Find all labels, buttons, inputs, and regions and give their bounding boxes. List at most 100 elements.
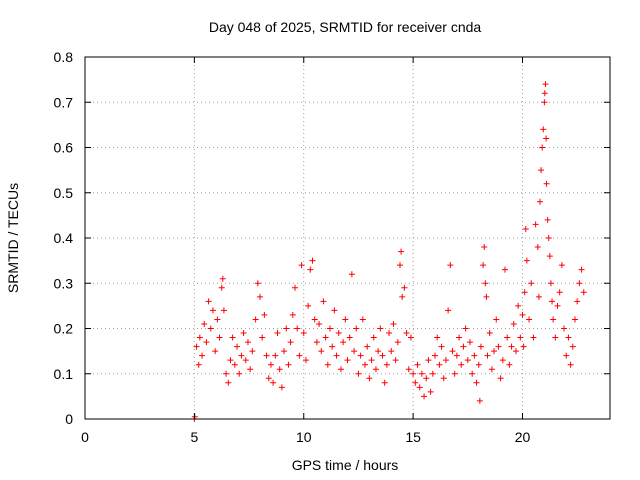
x-tick-label: 5	[190, 429, 198, 445]
data-point	[491, 348, 498, 355]
data-point	[558, 262, 565, 269]
data-point	[544, 216, 551, 223]
x-tick-label: 20	[515, 429, 531, 445]
data-point	[399, 293, 406, 300]
data-point	[207, 325, 214, 332]
data-point	[434, 334, 441, 341]
data-point	[364, 343, 371, 350]
y-tick-label: 0.3	[54, 275, 74, 291]
data-points	[191, 81, 587, 422]
data-point	[302, 357, 309, 364]
data-point	[493, 316, 500, 323]
data-point	[460, 343, 467, 350]
data-point	[569, 343, 576, 350]
data-point	[388, 348, 395, 355]
data-point	[195, 361, 202, 368]
data-point	[203, 339, 210, 346]
data-point	[281, 348, 288, 355]
data-point	[421, 393, 428, 400]
data-point	[537, 198, 543, 205]
data-point	[254, 280, 261, 287]
y-tick-label: 0.1	[54, 366, 74, 382]
data-point	[294, 325, 301, 332]
data-point	[504, 334, 511, 341]
x-tick-label: 10	[296, 429, 312, 445]
data-point	[390, 320, 397, 327]
data-point	[247, 366, 254, 373]
data-point	[223, 370, 230, 377]
data-point	[375, 348, 382, 355]
data-point	[484, 352, 491, 359]
data-point	[205, 298, 212, 305]
y-tick-labels: 0 0.1 0.2 0.3 0.4 0.5 0.6 0.7 0.8	[54, 49, 74, 427]
data-point	[542, 81, 549, 88]
data-point	[240, 330, 247, 337]
data-point	[416, 384, 423, 391]
data-point	[366, 375, 373, 382]
data-point	[530, 334, 537, 341]
data-point	[458, 361, 465, 368]
data-point	[278, 384, 285, 391]
data-point	[554, 302, 561, 309]
y-tick-label: 0.6	[54, 140, 74, 156]
data-point	[574, 298, 581, 305]
data-point	[272, 352, 279, 359]
data-point	[227, 357, 234, 364]
grid	[85, 57, 610, 419]
data-point	[519, 311, 526, 318]
data-point	[270, 379, 277, 386]
data-point	[473, 379, 480, 386]
data-point	[541, 90, 548, 97]
data-point	[238, 352, 245, 359]
data-point	[259, 334, 266, 341]
data-point	[541, 99, 548, 106]
data-point	[220, 307, 227, 314]
data-point	[289, 311, 296, 318]
data-point	[445, 307, 452, 314]
data-point	[267, 361, 274, 368]
data-point	[196, 334, 203, 341]
data-point	[482, 280, 489, 287]
data-point	[578, 266, 585, 273]
data-point	[467, 339, 473, 346]
data-point	[488, 366, 495, 373]
data-point	[540, 126, 547, 133]
data-point	[229, 334, 236, 341]
data-point	[521, 289, 528, 296]
data-point	[392, 357, 399, 364]
data-point	[520, 343, 527, 350]
data-point	[512, 348, 519, 355]
data-point	[561, 325, 568, 332]
data-point	[438, 343, 445, 350]
y-axis-label: SRMTID / TECUs	[5, 183, 21, 293]
data-point	[242, 357, 249, 364]
data-point	[398, 248, 405, 255]
data-point	[423, 375, 430, 382]
data-point	[335, 330, 342, 337]
data-point	[522, 225, 529, 232]
data-point	[523, 257, 530, 264]
data-point	[218, 284, 225, 291]
data-point	[340, 339, 347, 346]
data-point	[257, 293, 263, 300]
data-point	[359, 316, 366, 323]
data-point	[552, 334, 559, 341]
data-point	[307, 266, 314, 273]
data-point	[403, 330, 410, 337]
data-point	[483, 293, 490, 300]
data-point	[464, 357, 471, 364]
data-point	[263, 352, 270, 359]
data-point	[318, 348, 325, 355]
chart-title: Day 048 of 2025, SRMTID for receiver cnd…	[209, 19, 482, 35]
data-point	[543, 135, 550, 142]
data-point	[436, 361, 443, 368]
x-tick-labels: 0 5 10 15 20	[81, 429, 530, 445]
data-point	[261, 311, 268, 318]
data-point	[313, 339, 320, 346]
data-point	[377, 325, 384, 332]
data-point	[429, 370, 436, 377]
x-tick-label: 0	[81, 429, 89, 445]
data-point	[231, 361, 238, 368]
data-point	[410, 370, 417, 377]
